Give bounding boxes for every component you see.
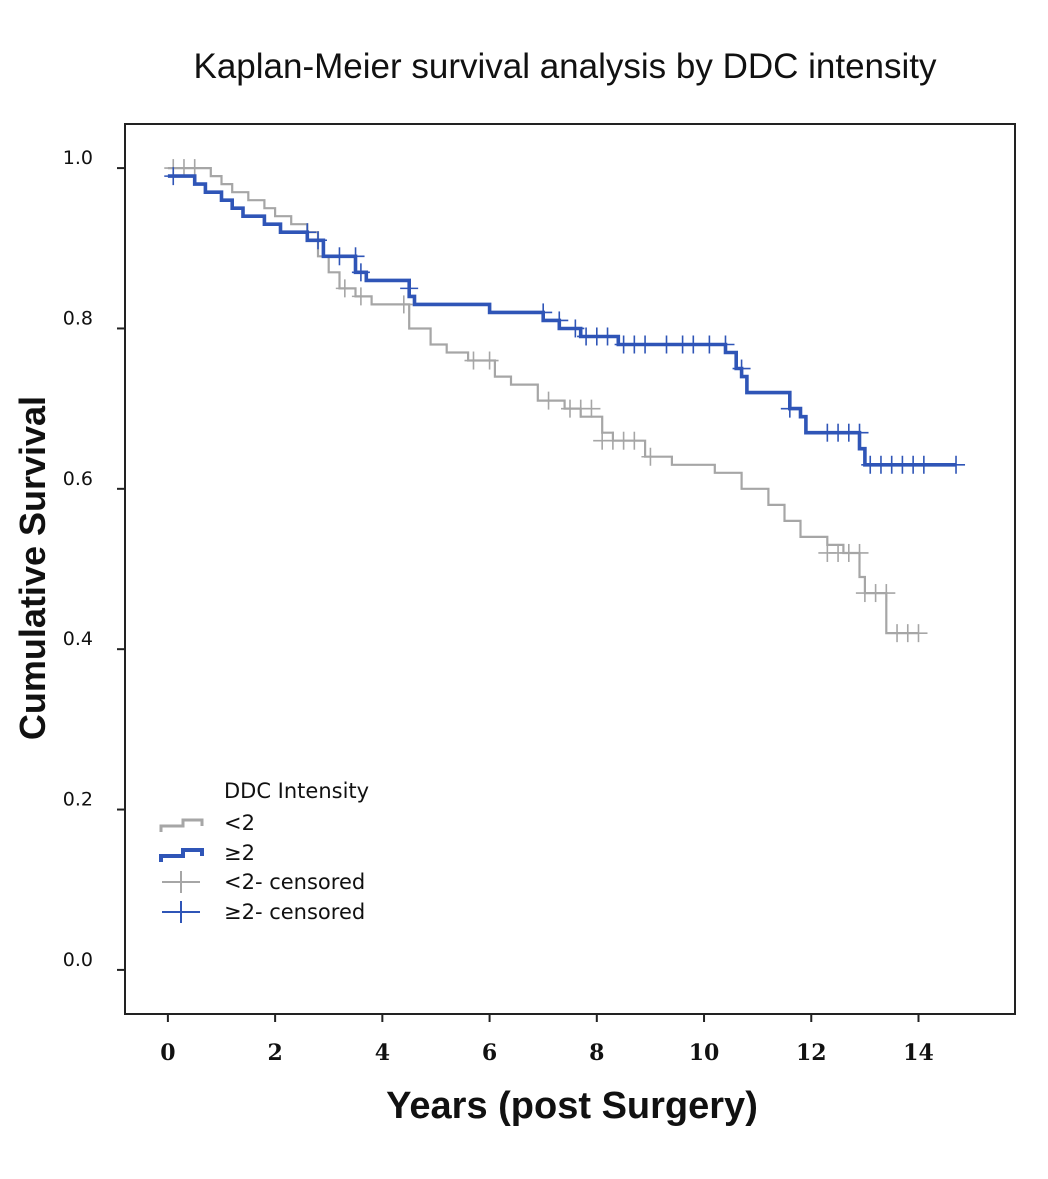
series-layer xyxy=(164,159,966,643)
censored-mark-lt2 xyxy=(909,624,928,643)
censored-mark-ge2 xyxy=(309,231,328,250)
censored-mark-ge2 xyxy=(657,335,676,354)
y-axis-label: Cumulative Survival xyxy=(12,396,53,740)
legend-swatch-lt2-line xyxy=(159,818,204,832)
y-tick-label: 0.4 xyxy=(63,628,93,650)
censored-mark-ge2 xyxy=(534,303,553,322)
y-tick-label: 0.6 xyxy=(63,468,93,490)
x-tick-label: 4 xyxy=(375,1040,390,1066)
y-tick-label: 0.0 xyxy=(63,949,93,971)
censored-mark-lt2 xyxy=(877,584,896,603)
plot-frame xyxy=(124,123,1016,1015)
censored-mark-lt2 xyxy=(185,159,204,178)
legend: DDC Intensity <2 ≥2 <2- censored ≥2- cen… xyxy=(159,779,369,924)
x-tick-label: 14 xyxy=(903,1040,934,1066)
censored-mark-ge2 xyxy=(400,279,419,298)
legend-entry-ge2-censored: ≥2- censored xyxy=(224,900,365,924)
y-tick-label: 0.2 xyxy=(63,789,93,811)
censored-mark-ge2 xyxy=(716,335,735,354)
censored-mark-ge2 xyxy=(351,263,370,282)
censored-mark-ge2 xyxy=(684,335,703,354)
censored-mark-lt2 xyxy=(641,447,660,466)
censored-mark-ge2 xyxy=(850,423,869,442)
legend-title: DDC Intensity xyxy=(224,779,369,803)
x-tick-label: 6 xyxy=(482,1040,497,1066)
censored-mark-lt2 xyxy=(480,351,499,370)
censored-mark-ge2 xyxy=(298,223,317,242)
censored-mark-lt2 xyxy=(582,399,601,418)
censored-mark-ge2 xyxy=(346,247,365,266)
censored-mark-lt2 xyxy=(335,279,354,298)
legend-entry-lt2: <2 xyxy=(224,811,255,835)
legend-entry-ge2: ≥2 xyxy=(224,841,255,865)
x-axis: 0 2 4 6 8 10 12 14 xyxy=(160,1014,934,1066)
x-tick-label: 0 xyxy=(160,1040,175,1066)
y-axis: 0.0 0.2 0.4 0.6 0.8 1.0 xyxy=(63,147,125,971)
x-tick-label: 12 xyxy=(796,1040,827,1066)
censored-mark-ge2 xyxy=(598,327,617,346)
x-tick-label: 10 xyxy=(689,1040,720,1066)
censored-mark-ge2 xyxy=(947,455,966,474)
censored-mark-ge2 xyxy=(636,335,655,354)
legend-swatch-lt2-censored xyxy=(162,871,200,893)
censored-mark-ge2 xyxy=(914,455,933,474)
chart-title: Kaplan-Meier survival analysis by DDC in… xyxy=(193,47,937,86)
censored-mark-lt2 xyxy=(539,391,558,410)
x-tick-label: 8 xyxy=(589,1040,604,1066)
legend-entry-lt2-censored: <2- censored xyxy=(224,870,365,894)
legend-swatch-ge2-censored xyxy=(162,901,200,923)
legend-swatch-ge2-line xyxy=(159,848,204,862)
censored-mark-ge2 xyxy=(566,319,585,338)
series-lt2-line xyxy=(167,167,919,635)
censored-mark-ge2 xyxy=(550,311,569,330)
x-tick-label: 2 xyxy=(267,1040,282,1066)
y-tick-label: 0.8 xyxy=(63,307,93,329)
censored-mark-ge2 xyxy=(700,335,719,354)
censored-mark-ge2 xyxy=(330,247,349,266)
censored-mark-lt2 xyxy=(394,295,413,314)
x-axis-label: Years (post Surgery) xyxy=(386,1085,758,1127)
censored-mark-lt2 xyxy=(850,543,869,562)
y-tick-label: 1.0 xyxy=(63,147,93,169)
censored-mark-ge2 xyxy=(732,359,751,378)
censored-mark-ge2 xyxy=(780,399,799,418)
censored-mark-lt2 xyxy=(625,431,644,450)
censored-mark-lt2 xyxy=(351,287,370,306)
censored-mark-ge2 xyxy=(164,167,183,186)
censored-mark-lt2 xyxy=(464,351,483,370)
